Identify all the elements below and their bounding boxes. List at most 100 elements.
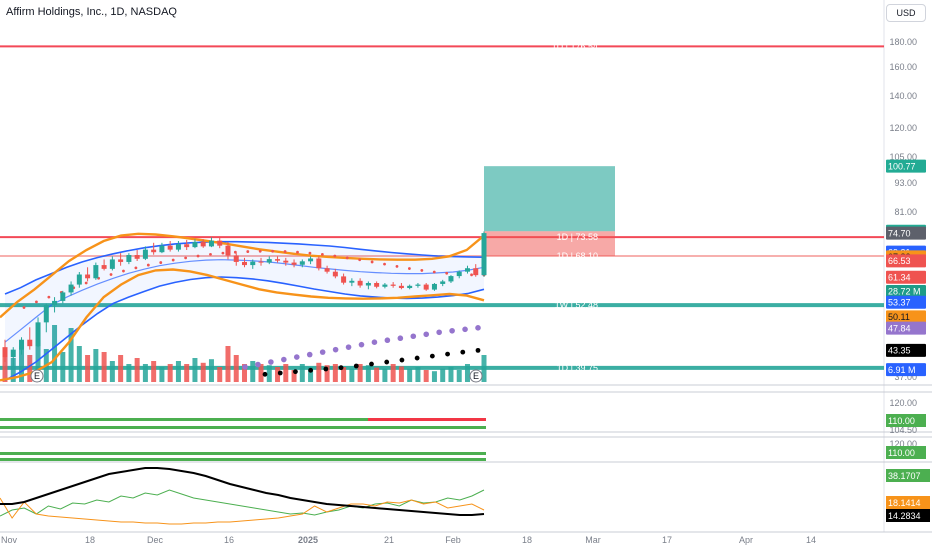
volume-bar bbox=[167, 364, 173, 382]
candle-body bbox=[126, 255, 132, 262]
candle-body bbox=[349, 280, 355, 283]
position-target-zone bbox=[484, 166, 615, 232]
ma-purple-dot bbox=[371, 339, 378, 346]
ma-purple-dot bbox=[306, 351, 313, 358]
candle-body bbox=[464, 268, 470, 272]
volume-bar bbox=[175, 361, 181, 382]
candle-body bbox=[382, 284, 388, 287]
candle-body bbox=[258, 261, 264, 263]
price-tick-label: 160.00 bbox=[889, 62, 917, 72]
price-badge bbox=[886, 226, 926, 240]
psar-dot bbox=[271, 249, 275, 253]
volume-bar bbox=[52, 325, 58, 382]
candle-body bbox=[118, 259, 124, 262]
ma-black-dot bbox=[262, 371, 268, 377]
volume-bar bbox=[464, 364, 470, 382]
price-badge bbox=[886, 363, 926, 377]
psar-dot bbox=[445, 271, 449, 275]
psar-dot bbox=[370, 260, 374, 264]
price-badge bbox=[886, 343, 926, 357]
candle-body bbox=[208, 240, 214, 247]
price-badge bbox=[886, 295, 926, 309]
candle-body bbox=[440, 281, 446, 284]
earnings-marker-label: E bbox=[473, 371, 479, 381]
volume-bar bbox=[109, 361, 115, 382]
candle-body bbox=[431, 283, 437, 290]
candle-body bbox=[324, 268, 330, 272]
psar-dot bbox=[22, 306, 26, 309]
candle-body bbox=[448, 276, 454, 282]
volume-bar bbox=[283, 364, 289, 382]
level-label: 1D | 73.58 bbox=[557, 232, 598, 242]
candle-body bbox=[415, 284, 421, 286]
dmi-badge bbox=[886, 496, 930, 509]
volume-bar bbox=[382, 368, 388, 382]
candle-body bbox=[250, 261, 256, 266]
volume-bar bbox=[440, 368, 446, 382]
indicator-1-green-bar bbox=[0, 418, 368, 421]
volume-bar bbox=[85, 355, 91, 382]
volume-bar bbox=[341, 367, 347, 382]
time-tick-label: 16 bbox=[224, 535, 234, 545]
volume-bar bbox=[299, 364, 305, 382]
candle-body bbox=[2, 347, 8, 358]
indicator-2-tick: 120.00 bbox=[889, 439, 917, 449]
psar-dot bbox=[246, 250, 250, 253]
volume-bar bbox=[407, 368, 413, 382]
psar-dot bbox=[383, 262, 386, 266]
candle-body bbox=[68, 284, 74, 293]
candle-body bbox=[93, 265, 99, 279]
volume-bar bbox=[126, 364, 132, 382]
psar-dot bbox=[196, 254, 200, 258]
indicator-1-tick: 104.50 bbox=[889, 425, 917, 435]
candle-body bbox=[299, 261, 305, 265]
psar-dot bbox=[233, 250, 237, 254]
ma-black-dot bbox=[277, 370, 283, 376]
volume-bar bbox=[448, 367, 454, 382]
indicator-1-badge bbox=[886, 414, 926, 427]
candle-body bbox=[316, 258, 322, 269]
candle-body bbox=[35, 322, 41, 347]
candle-body bbox=[233, 255, 239, 262]
ma-black-dot bbox=[293, 369, 298, 375]
candle-body bbox=[167, 245, 173, 250]
psar-dot bbox=[333, 254, 337, 258]
time-tick-label: 18 bbox=[85, 535, 95, 545]
candle-body bbox=[101, 265, 107, 269]
ma-black-dot bbox=[429, 353, 435, 359]
ma-purple-dot bbox=[449, 327, 455, 334]
volume-bar bbox=[101, 352, 107, 382]
price-tick-label: 105.00 bbox=[889, 152, 917, 162]
candle-body bbox=[10, 349, 16, 358]
indicator-2-green-bar bbox=[0, 458, 486, 461]
level-label: 1D | 68.10 bbox=[557, 251, 598, 261]
volume-bar bbox=[308, 367, 314, 382]
ma-black-dot bbox=[308, 367, 314, 373]
candle-body bbox=[217, 240, 223, 246]
psar-dot bbox=[109, 273, 113, 276]
candle-body bbox=[43, 305, 49, 323]
psar-dot bbox=[345, 256, 349, 260]
ma-black-dot bbox=[445, 351, 450, 357]
currency-button[interactable]: USD bbox=[886, 4, 926, 22]
volume-bar bbox=[291, 370, 297, 382]
volume-bar bbox=[332, 364, 338, 382]
ma-black-dot bbox=[353, 363, 359, 369]
volume-bar bbox=[349, 368, 355, 382]
volume-bar bbox=[431, 371, 437, 382]
psar-dot bbox=[122, 269, 125, 273]
ma-purple-dot bbox=[475, 325, 481, 331]
candle-body bbox=[481, 233, 487, 276]
candle-body bbox=[332, 271, 338, 277]
price-badge-label: 61.34 bbox=[888, 272, 911, 282]
volume-bar bbox=[10, 358, 16, 382]
price-tick-label: 81.00 bbox=[894, 207, 917, 217]
psar-dot bbox=[134, 266, 138, 270]
price-badge-label: 66.53 bbox=[888, 256, 911, 266]
volume-bar bbox=[200, 362, 206, 382]
level-label: 1D | 39.75 bbox=[557, 363, 598, 373]
volume-bar bbox=[390, 364, 396, 382]
volume-bar bbox=[233, 355, 239, 382]
